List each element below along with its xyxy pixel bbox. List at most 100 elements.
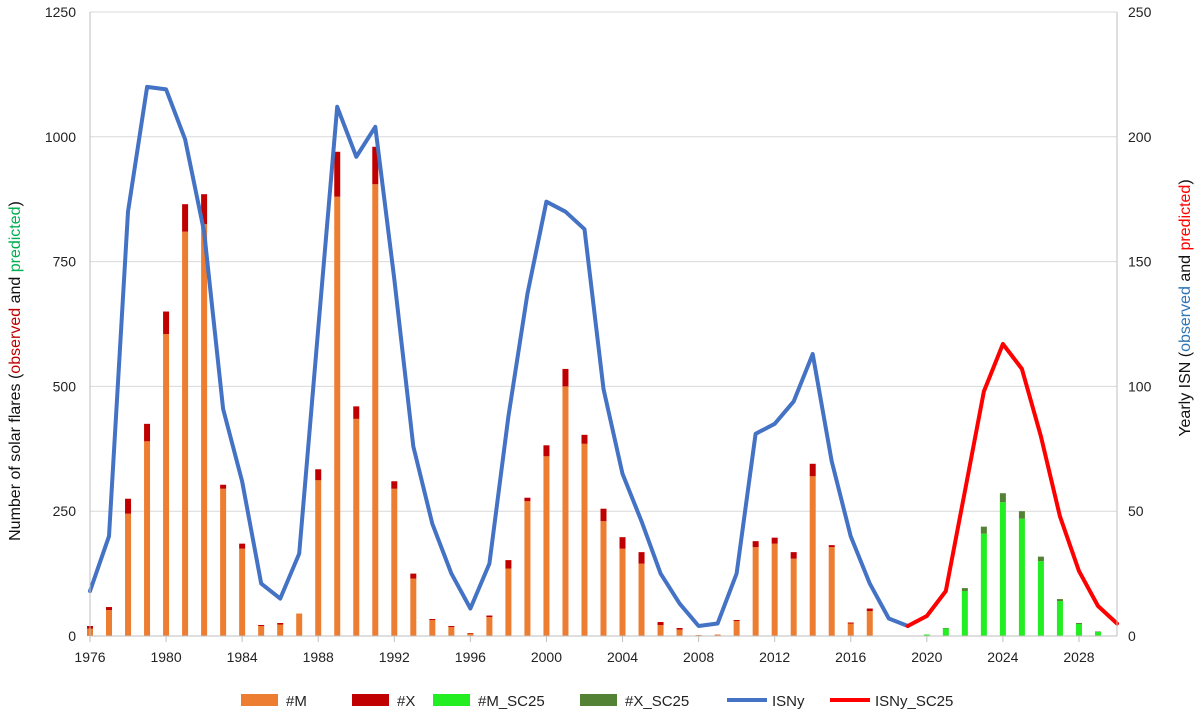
isn-lines: [88, 84, 1119, 628]
bar-x: [771, 537, 778, 544]
bar-x: [581, 434, 588, 444]
bar-m: [505, 568, 512, 636]
bar-m: [752, 547, 759, 636]
bar-m-sc25: [942, 628, 949, 636]
bar-x: [125, 498, 132, 514]
axes: [89, 12, 1118, 637]
bar-x: [391, 481, 398, 489]
bar-x: [562, 368, 569, 387]
bar-m: [163, 333, 170, 636]
bar-x: [353, 406, 360, 419]
bar-x: [676, 628, 683, 630]
bar-m: [315, 480, 322, 636]
bar-x: [239, 543, 246, 549]
left-tick-label: 1000: [45, 129, 76, 145]
bar-m: [619, 548, 626, 636]
bar-x: [372, 146, 379, 185]
right-tick-label: 100: [1128, 378, 1152, 394]
bar-m: [182, 231, 189, 636]
bar-m: [353, 418, 360, 636]
right-tick-label: 150: [1128, 254, 1152, 270]
bar-x: [258, 625, 265, 627]
bar-x: [752, 541, 759, 548]
bar-x: [106, 607, 113, 611]
bar-m: [581, 443, 588, 636]
bar-x: [543, 445, 550, 457]
legend-label: #X_SC25: [625, 693, 689, 710]
bar-x: [733, 620, 740, 622]
right-tick-label: 200: [1128, 129, 1152, 145]
left-tick-label: 750: [53, 254, 77, 270]
bar-m: [600, 521, 607, 636]
bar-x: [334, 151, 341, 197]
bar-x: [505, 560, 512, 569]
x-tick-label: 2020: [911, 649, 942, 665]
bar-m: [847, 623, 854, 636]
x-tick-label: 2004: [607, 649, 638, 665]
legend-swatch: [433, 694, 470, 706]
bar-m-sc25: [923, 634, 930, 636]
bar-m: [657, 625, 664, 636]
bar-m: [638, 563, 645, 636]
legend: #M #X #M_SC25 #X_SC25 ISNy ISNy_SC25: [241, 693, 953, 710]
bar-x: [486, 615, 493, 618]
bar-x: [429, 619, 436, 621]
legend-label: #M: [286, 693, 307, 710]
legend-label: ISNy_SC25: [875, 693, 953, 710]
x-tick-label: 1976: [74, 649, 105, 665]
bar-m: [790, 558, 797, 636]
bar-x: [790, 552, 797, 559]
gridlines: [90, 11, 1117, 512]
bar-x: [410, 573, 417, 579]
bar-x: [144, 423, 151, 442]
bar-m: [486, 617, 493, 636]
bar-x: [657, 622, 664, 626]
x-tick-label: 2012: [759, 649, 790, 665]
bar-m: [144, 441, 151, 636]
x-tick-label: 1992: [379, 649, 410, 665]
bar-m-sc25: [1056, 601, 1063, 636]
bar-x: [220, 484, 227, 489]
right-tick-label: 0: [1128, 628, 1136, 644]
x-tick-label: 2028: [1063, 649, 1094, 665]
x-tick-label: 2000: [531, 649, 562, 665]
left-tick-label: 0: [68, 628, 76, 644]
bar-x: [448, 626, 455, 628]
bar-x: [847, 622, 854, 624]
right-axis-label: Yearly ISN (observed and predicted): [1177, 179, 1194, 436]
right-tick-label: 50: [1128, 503, 1144, 519]
bar-m-sc25: [999, 502, 1006, 636]
bar-m: [524, 501, 531, 636]
legend-label: ISNy: [772, 693, 805, 710]
bar-m-sc25: [1094, 632, 1101, 636]
bar-x-sc25: [1018, 511, 1025, 519]
bar-x: [277, 623, 284, 625]
bar-x: [809, 463, 816, 477]
bar-m: [448, 627, 455, 636]
bar-m: [467, 633, 474, 636]
bar-m: [125, 513, 132, 636]
left-tick-label: 1250: [45, 4, 76, 20]
bar-m-sc25: [1018, 518, 1025, 636]
bar-x-sc25: [1075, 623, 1082, 625]
legend-swatch: [241, 694, 278, 706]
bar-m: [866, 611, 873, 636]
bar-m-sc25: [1075, 624, 1082, 636]
bar-x: [866, 608, 873, 612]
left-tick-label: 500: [53, 378, 77, 394]
bar-x-sc25: [1037, 556, 1044, 562]
bar-x-sc25: [1056, 599, 1063, 602]
bar-m: [334, 196, 341, 637]
right-axis-ticks: 0 50 100 150 200 250: [1128, 4, 1152, 644]
isny-line: [88, 84, 910, 628]
bar-m: [828, 547, 835, 636]
bar-m-sc25: [1037, 561, 1044, 636]
legend-label: #M_SC25: [478, 693, 545, 710]
bar-x: [828, 545, 835, 548]
bar-m: [809, 476, 816, 636]
x-tick-label: 1984: [227, 649, 258, 665]
bar-x: [619, 537, 626, 549]
legend-swatch: [352, 694, 389, 706]
bar-x-sc25: [999, 493, 1006, 503]
bar-m: [201, 224, 208, 636]
